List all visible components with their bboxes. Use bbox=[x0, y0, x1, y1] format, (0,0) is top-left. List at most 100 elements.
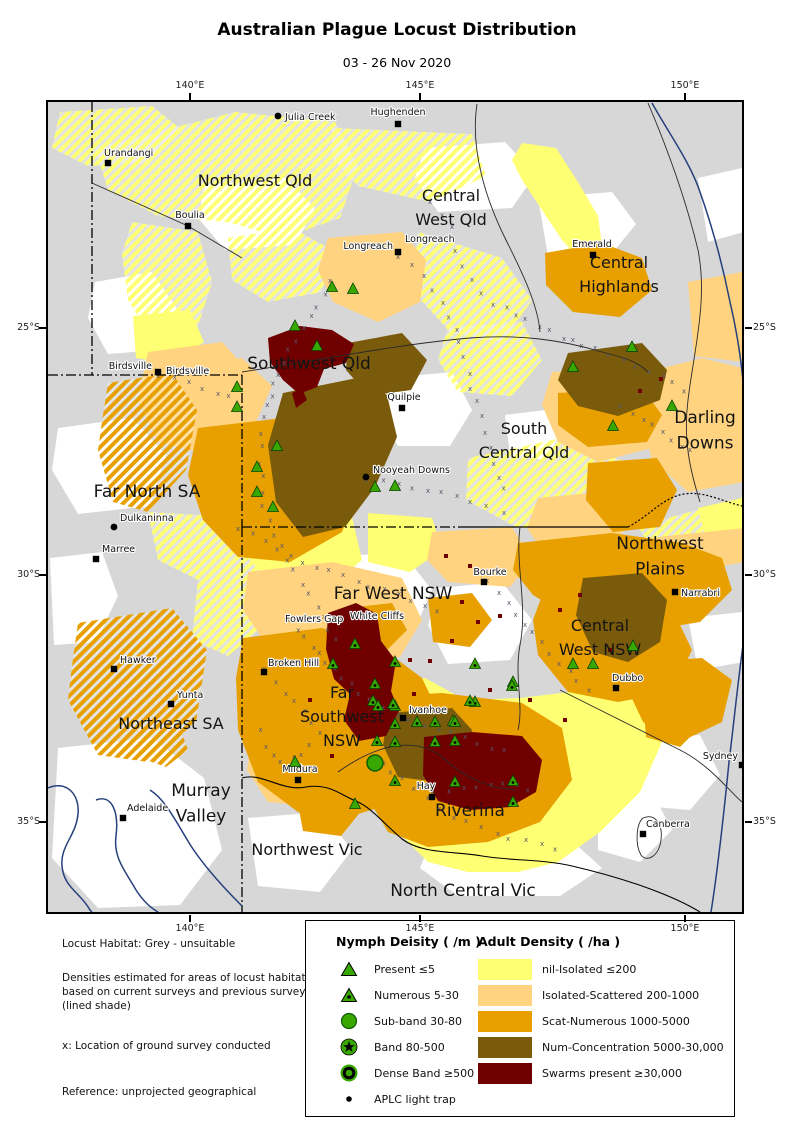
legend-item-label: nil-Isolated ≤200 bbox=[542, 962, 637, 976]
present-marker bbox=[270, 439, 284, 451]
svg-text:x: x bbox=[357, 578, 361, 586]
town-marker-square bbox=[738, 761, 742, 769]
present-marker bbox=[626, 639, 640, 651]
town-label: Broken Hill bbox=[268, 658, 319, 669]
coast-line bbox=[651, 102, 742, 379]
note-habitat: Locust Habitat: Grey - unsuitable bbox=[62, 938, 236, 950]
town-marker-square bbox=[154, 368, 162, 376]
border-line bbox=[647, 102, 702, 503]
axis-label-top-140e: 140°E bbox=[175, 80, 205, 91]
svg-text:x: x bbox=[593, 344, 597, 352]
svg-text:x: x bbox=[497, 474, 501, 482]
svg-text:x: x bbox=[280, 542, 284, 550]
svg-text:x: x bbox=[661, 428, 665, 436]
svg-text:x: x bbox=[272, 531, 276, 539]
note-density: Densities estimated for areas of locust … bbox=[62, 972, 311, 1012]
numerous-dot bbox=[373, 684, 377, 687]
numerous-marker bbox=[388, 774, 402, 786]
town-label: Dubbo bbox=[612, 673, 643, 684]
svg-text:x: x bbox=[275, 546, 279, 554]
patch-yellowH bbox=[332, 128, 486, 202]
svg-text:x: x bbox=[412, 785, 416, 793]
svg-text:x: x bbox=[435, 608, 439, 616]
svg-text:x: x bbox=[409, 597, 413, 605]
svg-text:x: x bbox=[272, 752, 276, 760]
patch-orange bbox=[428, 593, 492, 647]
present-marker bbox=[566, 360, 580, 372]
svg-text:x: x bbox=[216, 390, 220, 398]
svg-text:x: x bbox=[303, 707, 307, 715]
svg-text:x: x bbox=[302, 632, 306, 640]
svg-text:x: x bbox=[430, 789, 434, 797]
legend-item-num-concentration: Num-Concentration 5000-30,000 bbox=[478, 1034, 724, 1060]
svg-text:x: x bbox=[325, 627, 329, 635]
svg-text:x: x bbox=[502, 509, 506, 517]
svg-text:x: x bbox=[650, 421, 654, 429]
svg-text:x: x bbox=[502, 485, 506, 493]
numerous-dot bbox=[511, 802, 515, 805]
svg-text:x: x bbox=[468, 385, 472, 393]
border-line bbox=[517, 526, 524, 731]
numerous-dot bbox=[433, 742, 437, 745]
svg-text:x: x bbox=[524, 836, 528, 844]
svg-text:x: x bbox=[438, 805, 442, 813]
numerous-dot bbox=[376, 706, 380, 709]
svg-text:x: x bbox=[449, 728, 453, 736]
svg-text:x: x bbox=[426, 794, 430, 802]
town-label: Yunta bbox=[176, 690, 203, 701]
region-label: Central Qld bbox=[479, 443, 570, 462]
numerous-dot bbox=[453, 722, 457, 725]
subband-marker bbox=[366, 754, 384, 772]
svg-text:x: x bbox=[440, 212, 444, 220]
svg-text:x: x bbox=[497, 589, 501, 597]
svg-text:x: x bbox=[307, 741, 311, 749]
axis-tick bbox=[189, 93, 191, 100]
svg-text:x: x bbox=[430, 287, 434, 295]
svg-text:x: x bbox=[410, 261, 414, 269]
town-marker-square bbox=[398, 404, 406, 412]
svg-text:x: x bbox=[397, 590, 401, 598]
svg-text:x: x bbox=[688, 446, 692, 454]
numerous-dot bbox=[391, 704, 395, 707]
svg-text:x: x bbox=[271, 379, 275, 387]
legend-adult-column: Adult Density ( /ha ) nil-Isolated ≤200 … bbox=[478, 934, 724, 1086]
svg-text:x: x bbox=[261, 472, 265, 480]
svg-text:x: x bbox=[260, 502, 264, 510]
note-survey: x: Location of ground survey conducted bbox=[62, 1040, 271, 1052]
light-trap-dot-icon bbox=[336, 1089, 362, 1109]
svg-text:x: x bbox=[324, 290, 328, 298]
svg-text:x: x bbox=[285, 556, 289, 564]
border-line bbox=[474, 103, 541, 333]
town-marker-square bbox=[394, 120, 402, 128]
axis-label-right-25s: 25°S bbox=[753, 322, 776, 333]
numerous-marker bbox=[448, 734, 462, 746]
svg-text:x: x bbox=[327, 566, 331, 574]
svg-text:x: x bbox=[271, 393, 275, 401]
legend-nymph-header: Nymph Deisity ( /m ) bbox=[336, 934, 481, 949]
border-line bbox=[559, 689, 742, 803]
region-label: North Central Vic bbox=[390, 881, 536, 901]
patch-maroon bbox=[268, 326, 354, 394]
legend-box: Nymph Deisity ( /m ) Present ≤5 Numerous… bbox=[305, 920, 735, 1117]
patch-orange bbox=[643, 693, 702, 747]
numerous-marker bbox=[463, 694, 477, 706]
present-marker bbox=[266, 500, 280, 512]
svg-text:x: x bbox=[310, 312, 314, 320]
numerous-marker bbox=[428, 735, 442, 747]
svg-text:x: x bbox=[460, 263, 464, 271]
svg-text:x: x bbox=[422, 272, 426, 280]
svg-text:x: x bbox=[276, 371, 280, 379]
svg-text:x: x bbox=[447, 314, 451, 322]
region-label: Valley bbox=[176, 807, 227, 827]
numerous-dot bbox=[375, 741, 379, 744]
axis-label-left-35s: 35°S bbox=[17, 816, 40, 827]
svg-text:x: x bbox=[318, 729, 322, 737]
svg-text:x: x bbox=[262, 413, 266, 421]
town-marker-square bbox=[589, 251, 597, 259]
legend-adult-header: Adult Density ( /ha ) bbox=[478, 934, 621, 949]
svg-text:x: x bbox=[453, 247, 457, 255]
town-marker-square bbox=[399, 714, 407, 722]
numerous-dot bbox=[453, 741, 457, 744]
svg-text:x: x bbox=[631, 410, 635, 418]
svg-text:x: x bbox=[569, 667, 573, 675]
